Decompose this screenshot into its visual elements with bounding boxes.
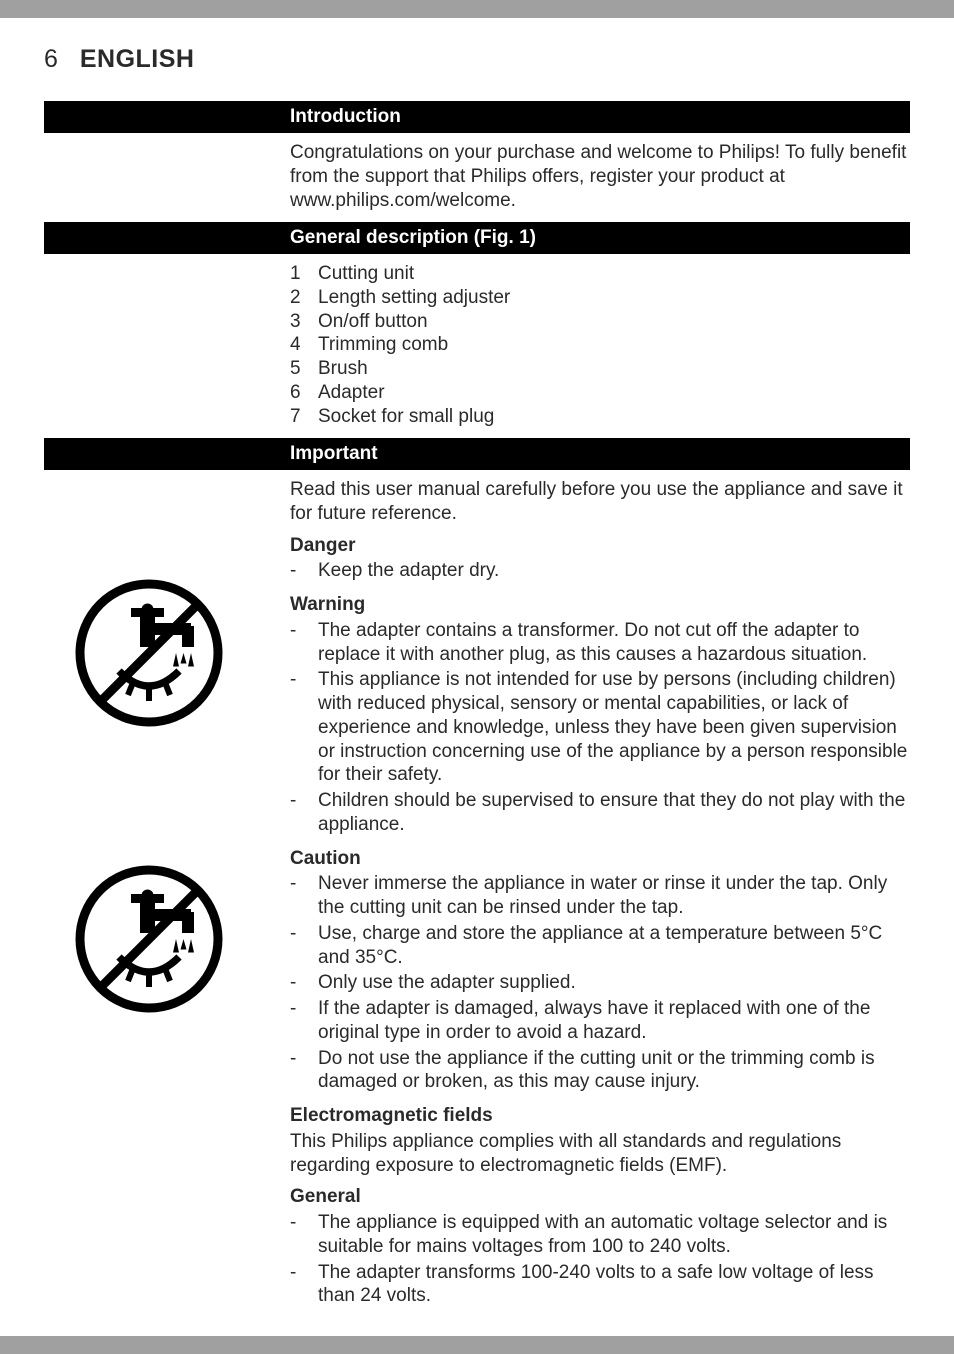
warning-list: -The adapter contains a transformer. Do … bbox=[290, 619, 910, 839]
list-item: -Use, charge and store the appliance at … bbox=[290, 922, 910, 972]
list-item: -Children should be supervised to ensure… bbox=[290, 789, 910, 839]
list-item: 4Trimming comb bbox=[290, 333, 910, 357]
danger-heading: Danger bbox=[290, 534, 910, 558]
section-general-description-bar: General description (Fig. 1) bbox=[44, 222, 910, 254]
caution-list: -Never immerse the appliance in water or… bbox=[290, 872, 910, 1096]
important-text: Read this user manual carefully before y… bbox=[290, 478, 910, 526]
general-list: -The appliance is equipped with an autom… bbox=[290, 1211, 910, 1310]
list-item: -The adapter transforms 100-240 volts to… bbox=[290, 1261, 910, 1311]
caution-heading: Caution bbox=[290, 847, 910, 871]
page-number: 6 bbox=[44, 45, 58, 73]
no-water-icon bbox=[74, 578, 234, 735]
list-item: -The appliance is equipped with an autom… bbox=[290, 1211, 910, 1261]
list-item: 3On/off button bbox=[290, 310, 910, 334]
list-item: -If the adapter is damaged, always have … bbox=[290, 997, 910, 1047]
manual-page: 6 ENGLISH Introduction Congratulations o… bbox=[0, 18, 954, 1336]
emf-heading: Electromagnetic fields bbox=[290, 1104, 910, 1128]
parts-list: 1Cutting unit 2Length setting adjuster 3… bbox=[290, 262, 910, 428]
section-important-bar: Important bbox=[44, 438, 910, 470]
list-item: 7Socket for small plug bbox=[290, 405, 910, 429]
list-item: -Do not use the appliance if the cutting… bbox=[290, 1047, 910, 1097]
no-water-icon bbox=[74, 864, 234, 1021]
danger-list: -Keep the adapter dry. bbox=[290, 559, 910, 585]
introduction-text: Congratulations on your purchase and wel… bbox=[290, 141, 910, 212]
list-item: -Keep the adapter dry. bbox=[290, 559, 910, 585]
section-introduction-bar: Introduction bbox=[44, 101, 910, 133]
general-heading: General bbox=[290, 1185, 910, 1209]
list-item: -Only use the adapter supplied. bbox=[290, 971, 910, 997]
list-item: -Never immerse the appliance in water or… bbox=[290, 872, 910, 922]
page-header: 6 ENGLISH bbox=[0, 18, 954, 85]
list-item: 6Adapter bbox=[290, 381, 910, 405]
emf-text: This Philips appliance complies with all… bbox=[290, 1130, 910, 1178]
list-item: -The adapter contains a transformer. Do … bbox=[290, 619, 910, 669]
list-item: -This appliance is not intended for use … bbox=[290, 668, 910, 789]
list-item: 5Brush bbox=[290, 357, 910, 381]
warning-heading: Warning bbox=[290, 593, 910, 617]
list-item: 1Cutting unit bbox=[290, 262, 910, 286]
list-item: 2Length setting adjuster bbox=[290, 286, 910, 310]
language-label: ENGLISH bbox=[80, 45, 195, 73]
